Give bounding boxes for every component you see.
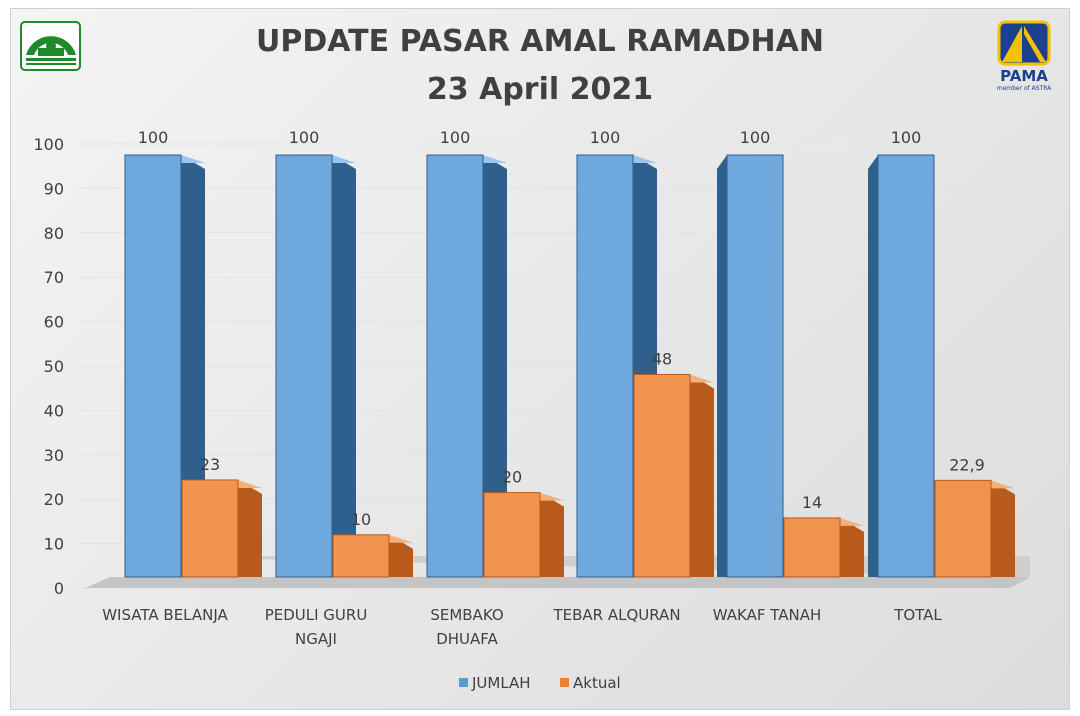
y-tick-label: 10: [44, 535, 64, 554]
y-tick-label: 20: [44, 490, 64, 509]
data-label-aktual: 23: [200, 455, 220, 474]
bar-jumlah: [275, 154, 333, 578]
bar-jumlah-side: [332, 155, 356, 577]
bar-jumlah-side: [868, 155, 878, 577]
bar-jumlah-side: [717, 155, 727, 577]
y-tick-label: 90: [44, 179, 64, 198]
pama-logo-text: PAMA: [1000, 67, 1048, 85]
y-tick-label: 30: [44, 446, 64, 465]
chart-title: UPDATE PASAR AMAL RAMADHAN: [256, 24, 824, 59]
bar-aktual: [934, 479, 992, 578]
y-tick-label: 0: [54, 579, 64, 598]
y-tick-label: 60: [44, 313, 64, 332]
pama-logo: PAMA member of ASTRA: [997, 20, 1052, 92]
y-tick-label: 50: [44, 357, 64, 376]
bar-aktual: [483, 492, 541, 578]
bar-aktual: [332, 534, 390, 578]
bar-jumlah: [426, 154, 484, 578]
data-label-jumlah: 100: [138, 128, 169, 147]
x-tick-label: PEDULI GURU: [265, 606, 368, 624]
data-label-aktual: 10: [351, 510, 371, 529]
x-tick-label: SEMBAKO: [430, 606, 503, 624]
legend-label-aktual: Aktual: [573, 674, 621, 692]
floor-front: [85, 577, 1030, 588]
data-label-jumlah: 100: [440, 128, 471, 147]
bar-jumlah: [877, 154, 935, 578]
x-tick-label: TEBAR ALQURAN: [552, 606, 680, 624]
data-label-aktual: 20: [502, 468, 522, 487]
y-tick-label: 80: [44, 224, 64, 243]
y-tick-label: 100: [33, 135, 64, 154]
bar-jumlah: [124, 154, 182, 578]
x-tick-label: WISATA BELANJA: [102, 606, 228, 624]
y-tick-label: 70: [44, 268, 64, 287]
bar-aktual-side: [540, 492, 564, 577]
bar-jumlah-side: [483, 155, 507, 577]
bar-aktual: [181, 479, 239, 578]
bar-aktual: [783, 517, 841, 578]
data-label-aktual: 14: [802, 493, 822, 512]
bar-aktual-side: [840, 517, 864, 577]
x-tick-label: TOTAL: [893, 606, 942, 624]
data-label-aktual: 22,9: [949, 455, 985, 474]
x-tick-label: NGAJI: [295, 630, 337, 648]
data-label-aktual: 48: [652, 349, 672, 368]
bar-jumlah: [726, 154, 784, 578]
legend-swatch-aktual: [560, 678, 569, 687]
legend: JUMLAH Aktual: [459, 674, 621, 692]
data-label-jumlah: 100: [590, 128, 621, 147]
legend-label-jumlah: JUMLAH: [471, 674, 531, 692]
bar-jumlah-side: [181, 155, 205, 577]
bar-aktual-side: [991, 480, 1015, 577]
chart-subtitle: 23 April 2021: [426, 72, 654, 107]
data-label-jumlah: 100: [891, 128, 922, 147]
data-label-jumlah: 100: [289, 128, 320, 147]
x-tick-label: DHUAFA: [436, 630, 498, 648]
legend-swatch-jumlah: [459, 678, 468, 687]
x-tick-label: WAKAF TANAH: [713, 606, 822, 624]
bar-aktual-side: [690, 374, 714, 577]
left-logo: [20, 21, 81, 71]
bar-aktual: [633, 373, 691, 578]
bar-aktual-side: [238, 479, 262, 577]
pama-tagline: member of ASTRA: [997, 85, 1052, 92]
bar-jumlah: [576, 154, 634, 578]
y-tick-label: 40: [44, 401, 64, 420]
bar-aktual-side: [389, 534, 413, 577]
data-label-jumlah: 100: [740, 128, 771, 147]
